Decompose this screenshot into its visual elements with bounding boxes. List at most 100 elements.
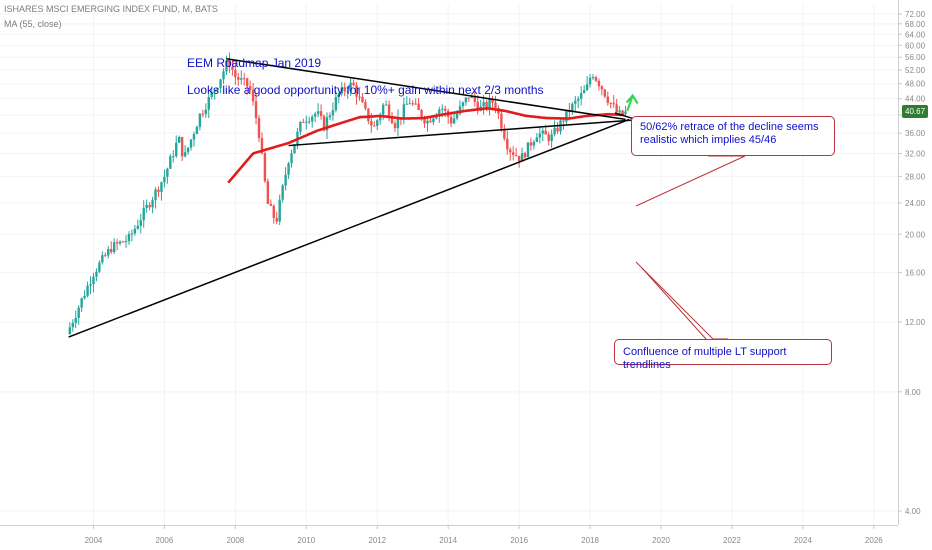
candle-body	[248, 86, 252, 90]
trendline-lower-support-long	[68, 118, 630, 338]
price-tick-label: 28.00	[905, 172, 926, 181]
candle-body	[364, 102, 367, 109]
ma55-line	[227, 107, 625, 184]
candle-body	[186, 147, 190, 153]
price-tick-label: 4.00	[905, 507, 921, 516]
candle-body	[476, 101, 479, 111]
candle-body	[378, 114, 382, 121]
candle-body	[503, 128, 506, 139]
candle-body	[526, 142, 530, 158]
candle-body	[464, 97, 468, 103]
symbol-title: ISHARES MSCI EMERGING INDEX FUND, M, BAT…	[4, 4, 218, 14]
price-tick-label: 24.00	[905, 199, 926, 208]
candle-body	[175, 142, 178, 157]
candle-body	[346, 91, 349, 93]
candle-body	[302, 121, 305, 123]
candle-body	[207, 96, 210, 110]
candle-body	[544, 130, 547, 135]
candle-body	[234, 69, 237, 78]
candle-body	[435, 115, 438, 119]
candle-body	[594, 77, 598, 81]
candle-body	[467, 97, 471, 99]
candle-body	[219, 79, 222, 89]
candle-body	[254, 101, 258, 119]
candle-body	[556, 127, 559, 132]
candle-body	[358, 96, 361, 98]
candle-body	[414, 103, 417, 105]
candle-body	[562, 120, 565, 122]
candle-body	[228, 60, 231, 68]
price-tick-label: 52.00	[905, 66, 926, 75]
candle-body	[243, 78, 246, 80]
candle-body	[411, 103, 414, 105]
candle-body	[118, 241, 122, 244]
candle-body	[441, 108, 444, 110]
candle-body	[142, 207, 145, 221]
price-tick-label: 32.00	[905, 149, 926, 158]
candle-body	[328, 115, 332, 118]
price-tick-label: 8.00	[905, 388, 921, 397]
candle-body	[577, 98, 580, 101]
candle-body	[390, 117, 394, 124]
candle-body	[532, 141, 536, 146]
candle-body	[473, 95, 476, 102]
candle-body	[257, 118, 261, 139]
time-axis[interactable]: 2004 2006 2008 2010 2012 2014 2016 2018 2020 2022…	[0, 525, 898, 545]
candle-body	[396, 117, 400, 129]
candle-body	[98, 262, 101, 272]
candle-body	[420, 109, 423, 118]
candle-body	[426, 120, 429, 124]
candle-body	[376, 120, 379, 126]
candle-body	[517, 155, 521, 162]
candle-body	[284, 174, 287, 186]
candle-body	[618, 110, 621, 113]
candle-body	[198, 113, 202, 127]
candle-body	[579, 93, 583, 99]
candle-body	[612, 103, 615, 105]
candle-body	[491, 99, 494, 103]
candle-body	[488, 99, 491, 108]
trendline-mid-support	[288, 117, 654, 147]
candle-body	[432, 118, 435, 123]
candle-body	[266, 181, 270, 204]
candle-body	[275, 217, 278, 222]
candle-body	[340, 87, 343, 94]
candle-body	[77, 307, 80, 318]
candle-body	[550, 134, 553, 142]
candle-body	[201, 113, 205, 115]
candle-body	[68, 327, 72, 334]
candle-body	[482, 101, 485, 107]
candle-body	[251, 89, 255, 102]
candle-body	[349, 82, 352, 92]
candle-body	[615, 104, 618, 113]
candle-body	[311, 116, 314, 122]
candle-body	[237, 77, 240, 80]
candle-body	[458, 106, 462, 114]
candle-body	[393, 123, 397, 129]
last-price-label: 40.67	[902, 105, 929, 119]
candle-body	[177, 136, 181, 143]
candle-body	[293, 144, 296, 154]
candle-body	[169, 156, 172, 169]
time-tick-label: 2006	[156, 536, 174, 545]
candle-body	[183, 152, 187, 157]
callout-confluence: Confluence of multiple LT support trendl…	[614, 339, 832, 371]
candle-body	[343, 87, 346, 92]
candle-body	[272, 205, 275, 218]
candle-body	[373, 125, 376, 127]
callout-confluence-pointer-2	[641, 267, 707, 340]
candle-body	[213, 90, 216, 92]
candle-body	[204, 109, 207, 114]
time-tick-label: 2024	[794, 536, 812, 545]
candle-body	[387, 104, 391, 118]
candle-body	[74, 317, 77, 323]
candle-body	[145, 204, 148, 208]
candle-body	[367, 108, 370, 122]
time-tick-label: 2004	[85, 536, 103, 545]
candle-body	[225, 60, 228, 72]
candle-body	[151, 200, 154, 208]
time-tick-label: 2014	[439, 536, 457, 545]
candle-body	[494, 102, 497, 109]
